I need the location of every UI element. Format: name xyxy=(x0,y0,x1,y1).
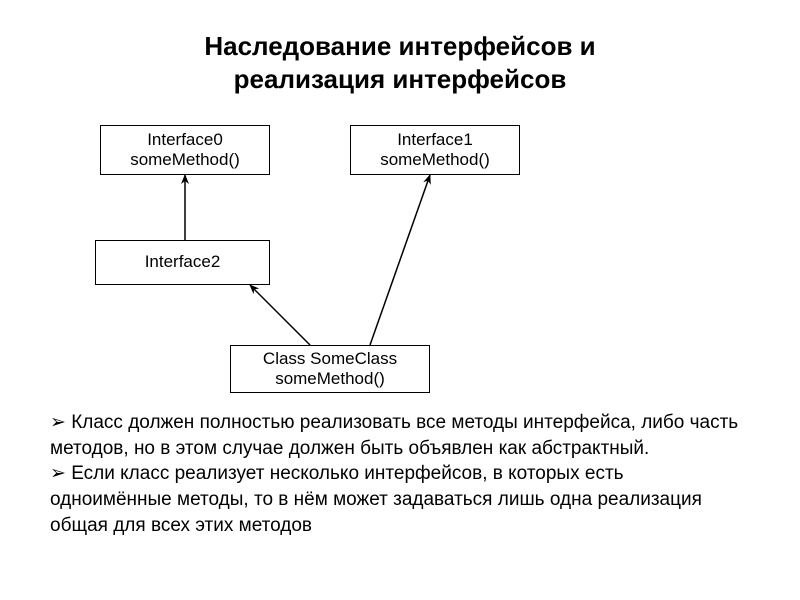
diagram-node-interface1: Interface1 someMethod() xyxy=(350,125,520,175)
diagram: Interface0 someMethod() Interface1 someM… xyxy=(50,120,750,400)
bullet-marker-icon xyxy=(50,412,71,433)
diagram-node-interface2: Interface2 xyxy=(95,240,270,285)
diagram-node-someclass: Class SomeClass someMethod() xyxy=(230,345,430,393)
node-label: Interface0 xyxy=(147,130,223,150)
bullet-list: Класс должен полностью реализовать все м… xyxy=(50,410,750,538)
slide-title: Наследование интерфейсов и реализация ин… xyxy=(50,30,750,95)
arrow xyxy=(370,175,430,345)
bullet-text: Если класс реализует несколько интерфейс… xyxy=(50,463,702,535)
node-label: someMethod() xyxy=(380,150,490,170)
node-label: Interface1 xyxy=(397,130,473,150)
bullet-text: Класс должен полностью реализовать все м… xyxy=(50,412,738,459)
bullet-item: Если класс реализует несколько интерфейс… xyxy=(50,461,750,538)
diagram-node-interface0: Interface0 someMethod() xyxy=(100,125,270,175)
slide: Наследование интерфейсов и реализация ин… xyxy=(0,0,800,600)
node-label: Class SomeClass xyxy=(263,349,397,369)
node-label: someMethod() xyxy=(130,150,240,170)
node-label: Interface2 xyxy=(145,252,221,272)
bullet-item: Класс должен полностью реализовать все м… xyxy=(50,410,750,461)
title-line: реализация интерфейсов xyxy=(234,64,567,94)
node-label: someMethod() xyxy=(275,369,385,389)
bullet-marker-icon xyxy=(50,463,71,484)
title-line: Наследование интерфейсов и xyxy=(204,31,595,61)
arrow xyxy=(250,285,310,345)
